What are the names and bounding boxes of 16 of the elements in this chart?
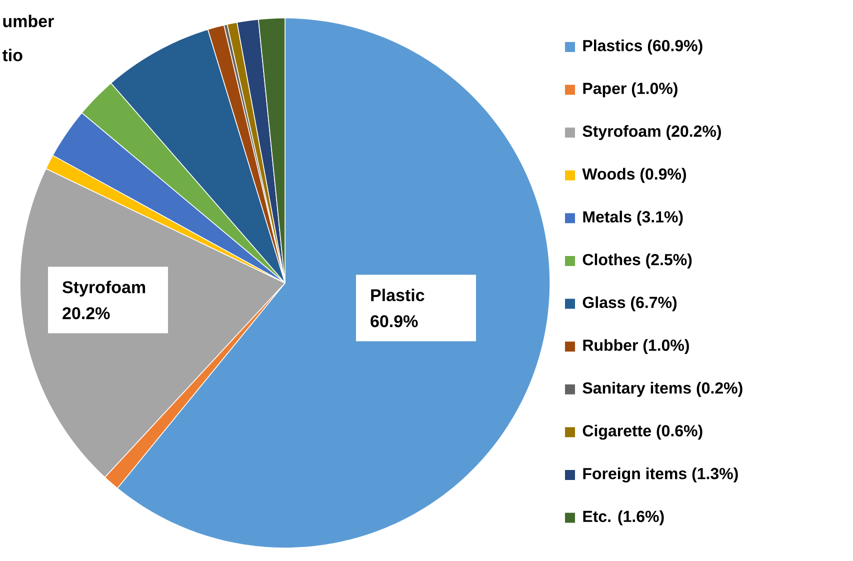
text: tio xyxy=(2,48,22,62)
legend-label: Sanitary items (0.2%) xyxy=(582,382,742,397)
legend-label: Plastics (60.9%) xyxy=(583,40,702,54)
legend-label: Rubber (1.0%) xyxy=(583,339,689,354)
text: Styrofoam 20.2% xyxy=(62,280,146,320)
legend-label: Glass (6.7%) xyxy=(582,296,677,312)
text: Plastic 60.9% xyxy=(370,288,424,328)
legend-label: Woods (0.9%) xyxy=(582,168,686,183)
legend-label: Clothes (2.5%) xyxy=(582,254,692,268)
legend-label: Foreign items (1.3%) xyxy=(583,467,738,482)
legend-label: Styrofoam (20.2%) xyxy=(582,125,721,140)
legend-label: Cigarette (0.6%) xyxy=(582,424,702,440)
text: umber xyxy=(3,14,54,28)
legend-label: Metals (3.1%) xyxy=(583,210,683,226)
legend-label: Etc. (1.6%) xyxy=(583,510,664,526)
legend-label: Paper (1.0%) xyxy=(583,82,678,98)
